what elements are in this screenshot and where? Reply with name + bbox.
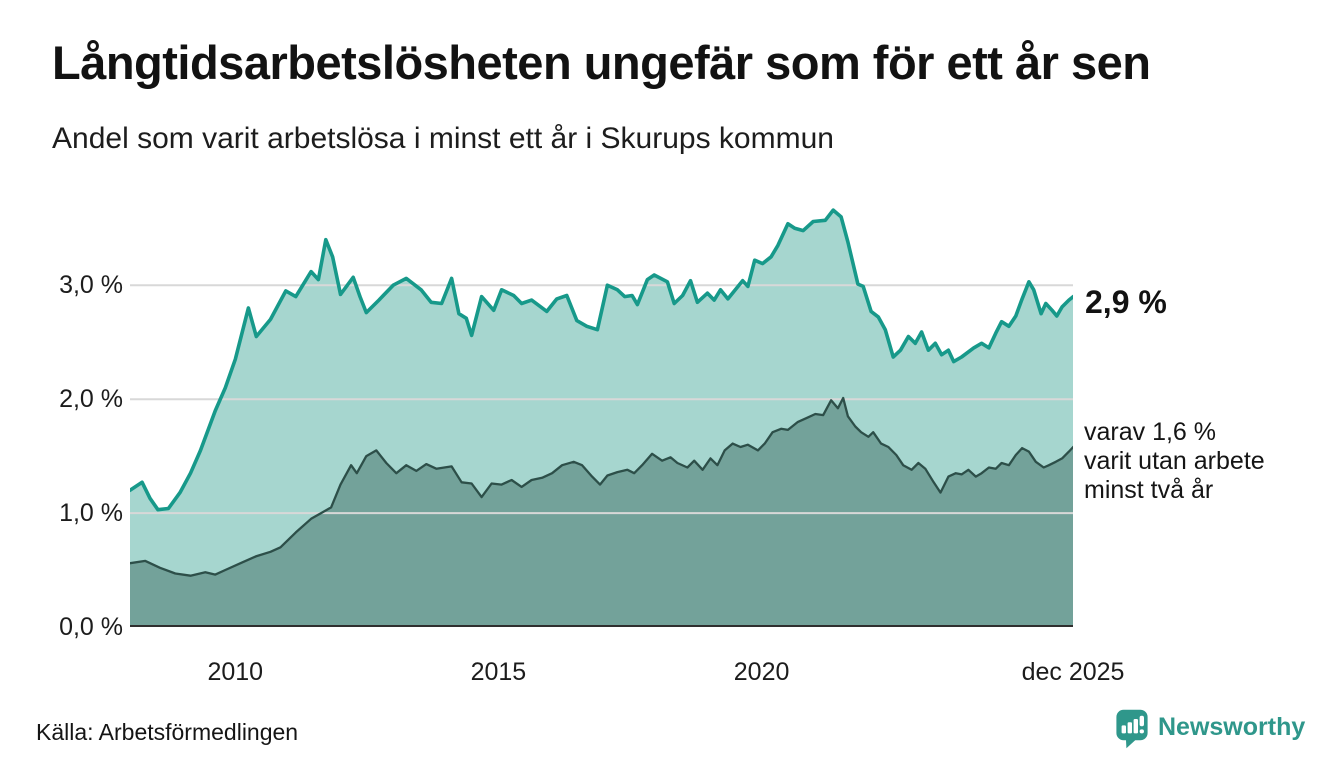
source-note: Källa: Arbetsförmedlingen: [36, 719, 299, 745]
series-end-label-one-year: 2,9 %: [1085, 284, 1167, 320]
newsworthy-logo: Newsworthy: [1116, 709, 1305, 749]
series-end-label-two-years: varav 1,6 % varit utan arbete minst två år: [1084, 418, 1265, 505]
x-tick-label: 2010: [207, 658, 264, 686]
page-title: Långtidsarbetslösheten ungefär som för e…: [52, 36, 1151, 89]
newsworthy-logo-text: Newsworthy: [1158, 713, 1306, 741]
note-line: varit utan arbete: [1084, 447, 1265, 475]
y-tick-label: 0,0 %: [59, 613, 123, 641]
x-tick-label: 2020: [733, 658, 790, 686]
y-tick-label: 3,0 %: [59, 271, 123, 300]
newsworthy-bubble-icon: [1116, 709, 1148, 749]
x-tick-label: dec 2025: [1021, 658, 1125, 686]
area-chart: [130, 208, 1073, 627]
note-line: minst två år: [1084, 476, 1214, 504]
page-subtitle: Andel som varit arbetslösa i minst ett å…: [52, 122, 834, 155]
line-min-two-years: [130, 396, 1073, 577]
x-tick-label: 2015: [470, 658, 527, 686]
note-line: varav 1,6 %: [1084, 418, 1217, 446]
line-min-one-year: [130, 208, 1073, 512]
y-tick-label: 1,0 %: [59, 499, 123, 528]
y-tick-label: 2,0 %: [59, 385, 123, 414]
